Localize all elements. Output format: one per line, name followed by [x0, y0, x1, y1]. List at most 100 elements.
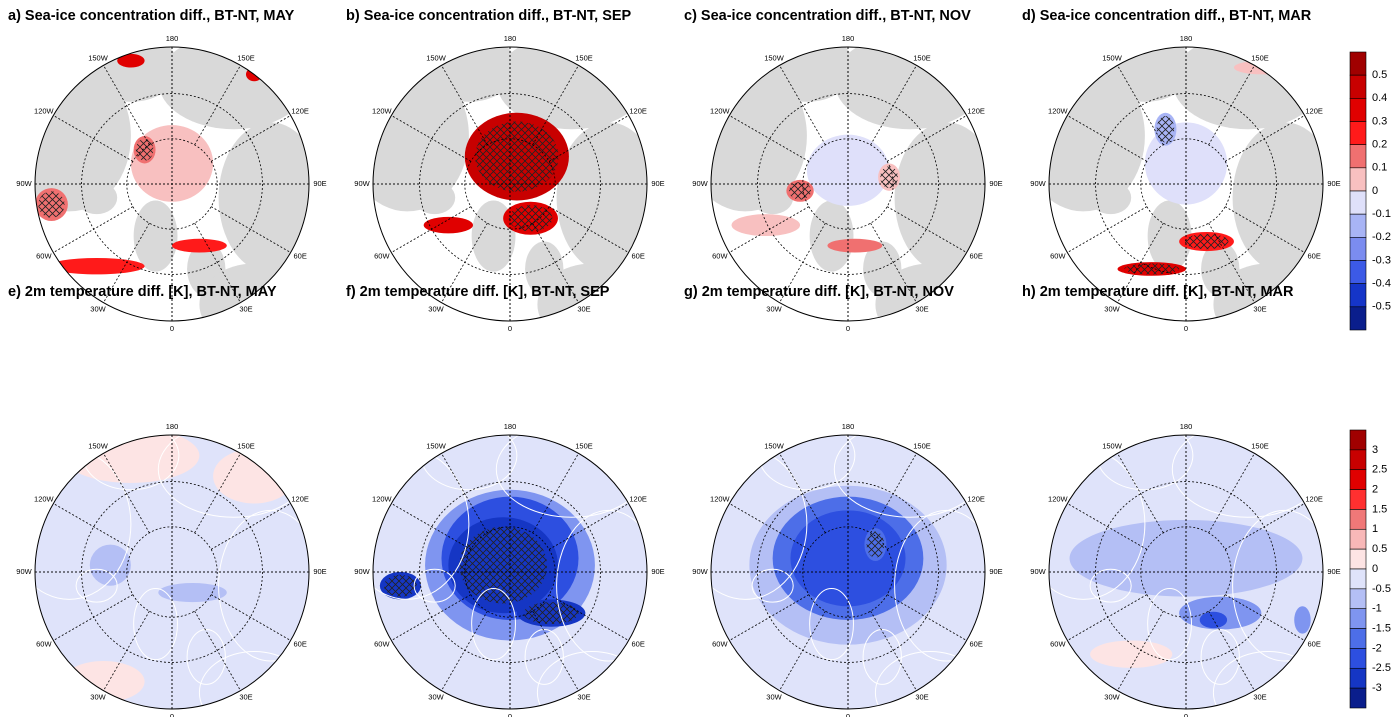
- longitude-label: 120E: [291, 494, 309, 503]
- longitude-label: 60W: [1050, 639, 1066, 648]
- panel-title: f) 2m temperature diff. [K], BT-NT, SEP: [346, 284, 610, 300]
- longitude-label: 150E: [575, 53, 593, 62]
- colorbar-segment: [1350, 168, 1366, 191]
- longitude-label: 30W: [1104, 693, 1120, 702]
- anomaly: [827, 239, 882, 253]
- longitude-label: 150E: [1251, 441, 1269, 450]
- land: [810, 200, 854, 271]
- map: 180150E120E90E60E30E030W60W90W120W150W: [8, 421, 327, 717]
- land: [1233, 122, 1337, 273]
- longitude-label: 30W: [428, 693, 444, 702]
- longitude-label: 0: [508, 324, 512, 333]
- colorbar-segment: [1350, 509, 1366, 529]
- map-body: [8, 421, 323, 717]
- longitude-label: 180: [504, 34, 517, 43]
- longitude-label: 150W: [88, 53, 109, 62]
- longitude-label: 120W: [34, 494, 55, 503]
- colorbar-label: 3: [1372, 444, 1378, 456]
- map-body: [1022, 421, 1337, 717]
- colorbar-segment: [1350, 648, 1366, 668]
- panel-title: h) 2m temperature diff. [K], BT-NT, MAR: [1022, 284, 1294, 300]
- land: [1213, 263, 1323, 345]
- longitude-label: 90W: [1030, 179, 1046, 188]
- longitude-label: 60W: [712, 251, 728, 260]
- anomaly: [213, 449, 295, 504]
- longitude-label: 60W: [36, 639, 52, 648]
- longitude-label: 180: [842, 34, 855, 43]
- longitude-label: 60E: [293, 251, 306, 260]
- longitude-label: 60E: [293, 639, 306, 648]
- colorbar-segment: [1350, 629, 1366, 649]
- longitude-label: 0: [846, 324, 850, 333]
- panel-title: d) Sea-ice concentration diff., BT-NT, M…: [1022, 8, 1312, 24]
- longitude-label: 150W: [764, 53, 785, 62]
- longitude-label: 60E: [631, 251, 644, 260]
- colorbar: 32.521.510.50-0.5-1-1.5-2-2.5-3: [1350, 430, 1391, 708]
- longitude-label: 150E: [913, 441, 931, 450]
- figure: a) Sea-ice concentration diff., BT-NT, M…: [0, 0, 1396, 717]
- longitude-label: 150W: [426, 441, 447, 450]
- colorbar-segment: [1350, 261, 1366, 284]
- hatching: [509, 205, 553, 231]
- longitude-label: 0: [170, 712, 174, 717]
- colorbar-segment: [1350, 668, 1366, 688]
- map-body: [684, 421, 999, 717]
- land: [875, 263, 985, 345]
- longitude-label: 90W: [16, 179, 32, 188]
- longitude-label: 30E: [577, 693, 590, 702]
- longitude-label: 150W: [1102, 441, 1123, 450]
- colorbar-label: 1.5: [1372, 503, 1387, 515]
- colorbar-label: -1.5: [1372, 622, 1391, 634]
- longitude-label: 120E: [629, 106, 647, 115]
- longitude-label: 90E: [1327, 567, 1340, 576]
- colorbar-segment: [1350, 569, 1366, 589]
- longitude-label: 30E: [239, 305, 252, 314]
- longitude-label: 120E: [1305, 106, 1323, 115]
- anomaly: [1200, 612, 1227, 628]
- longitude-label: 150E: [237, 441, 255, 450]
- longitude-label: 180: [504, 422, 517, 431]
- hatching: [524, 602, 579, 624]
- hatching: [1185, 234, 1229, 249]
- colorbar-label: 0: [1372, 563, 1378, 575]
- longitude-label: 60W: [374, 251, 390, 260]
- colorbar-label: -0.2: [1372, 231, 1391, 243]
- longitude-label: 90W: [692, 567, 708, 576]
- longitude-label: 150W: [764, 441, 785, 450]
- anomaly: [158, 583, 227, 602]
- longitude-label: 120E: [967, 106, 985, 115]
- longitude-label: 120E: [291, 106, 309, 115]
- longitude-label: 150E: [913, 53, 931, 62]
- colorbar-label: 0.5: [1372, 543, 1387, 555]
- longitude-label: 30W: [766, 693, 782, 702]
- longitude-label: 60W: [712, 639, 728, 648]
- panel-title: g) 2m temperature diff. [K], BT-NT, NOV: [684, 284, 954, 300]
- colorbar-segment: [1350, 122, 1366, 145]
- longitude-label: 30W: [1104, 305, 1120, 314]
- longitude-label: 60E: [969, 251, 982, 260]
- colorbar-label: -0.4: [1372, 278, 1391, 290]
- longitude-label: 0: [846, 712, 850, 717]
- longitude-label: 120W: [1048, 106, 1069, 115]
- colorbar-label: 0.4: [1372, 92, 1387, 104]
- longitude-label: 150E: [1251, 53, 1269, 62]
- colorbar-label: -2: [1372, 642, 1382, 654]
- map-body: [346, 421, 661, 717]
- colorbar-segment: [1350, 75, 1366, 98]
- longitude-label: 120E: [629, 494, 647, 503]
- colorbar-segment: [1350, 430, 1366, 450]
- panel-title: b) Sea-ice concentration diff., BT-NT, S…: [346, 8, 632, 24]
- longitude-label: 120W: [710, 106, 731, 115]
- colorbar-segment: [1350, 52, 1366, 75]
- longitude-label: 30W: [90, 305, 106, 314]
- longitude-label: 150W: [426, 53, 447, 62]
- anomaly: [117, 54, 144, 68]
- longitude-label: 0: [1184, 712, 1188, 717]
- longitude-label: 150E: [575, 441, 593, 450]
- colorbar-label: -1: [1372, 603, 1382, 615]
- longitude-label: 0: [170, 324, 174, 333]
- colorbar-label: -3: [1372, 682, 1382, 694]
- colorbar-segment: [1350, 529, 1366, 549]
- longitude-label: 90W: [354, 179, 370, 188]
